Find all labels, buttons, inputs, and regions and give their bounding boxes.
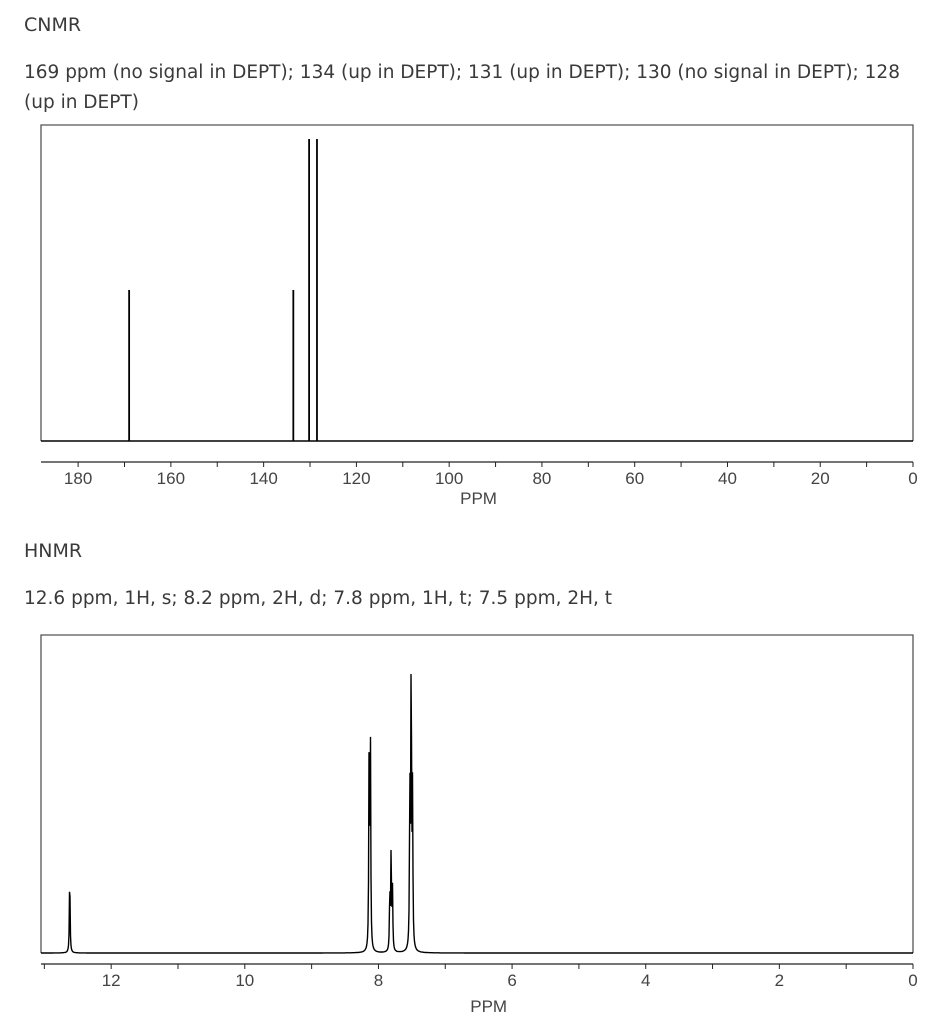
hnmr-spectrum-chart: 12 10 8 6 4 2 0 PPM xyxy=(40,634,918,1016)
x-tick-label: 8 xyxy=(374,971,383,990)
spectrum-trace xyxy=(41,673,913,954)
x-tick-label: 6 xyxy=(507,971,516,990)
x-tick-label: 180 xyxy=(64,469,92,488)
x-tick-label: 0 xyxy=(908,469,917,488)
hnmr-heading: HNMR xyxy=(24,540,83,562)
x-tick-label: 160 xyxy=(157,469,185,488)
x-tick-label: 4 xyxy=(641,971,650,990)
x-tick-label: 100 xyxy=(435,469,463,488)
x-tick-label: 120 xyxy=(342,469,370,488)
x-axis-label: PPM xyxy=(470,997,507,1016)
x-tick-label: 60 xyxy=(625,469,644,488)
cnmr-spectrum-chart: 180 160 140 120 100 80 60 40 20 0 PPM xyxy=(40,124,918,508)
x-tick-label: 2 xyxy=(775,971,784,990)
plot-frame xyxy=(40,634,914,953)
hnmr-description: 12.6 ppm, 1H, s; 8.2 ppm, 2H, d; 7.8 ppm… xyxy=(24,588,613,609)
x-tick-label: 140 xyxy=(249,469,277,488)
x-tick-label: 0 xyxy=(908,971,917,990)
x-tick-label: 10 xyxy=(235,971,254,990)
plot-frame xyxy=(40,124,914,441)
x-tick-label: 12 xyxy=(102,971,121,990)
x-tick-label: 40 xyxy=(718,469,737,488)
x-tick-label: 80 xyxy=(532,469,551,488)
x-axis-label: PPM xyxy=(460,489,497,508)
cnmr-description: 169 ppm (no signal in DEPT); 134 (up in … xyxy=(24,62,900,113)
x-tick-label: 20 xyxy=(811,469,830,488)
cnmr-heading: CNMR xyxy=(24,14,82,36)
